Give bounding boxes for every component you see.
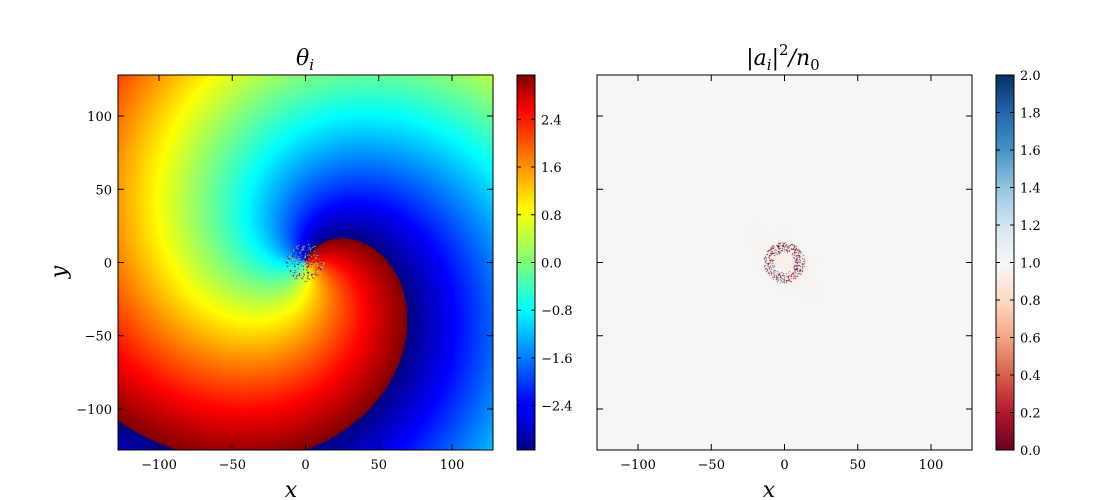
phase-panel: −100 −50 0 50 100 −100 −50 0 50 100 θi x y: [47, 46, 494, 500]
density-colorbar-tick-label: 1.6: [1020, 144, 1041, 159]
density-colorbar-tick-label: 2.0: [1020, 69, 1041, 84]
phase-colorbar: −2.4 −1.6 −0.8 0.0 0.8 1.6 2.4: [516, 74, 573, 451]
phase-y-tick-label: 0: [104, 257, 112, 272]
phase-x-label: x: [285, 478, 298, 500]
phase-title: θi: [296, 46, 314, 74]
density-x-tick-label: 100: [919, 458, 944, 473]
phase-x-tick-label: 50: [370, 458, 387, 473]
phase-colorbar-tick-label: 2.4: [541, 113, 562, 128]
density-colorbar-tick-label: 1.0: [1020, 257, 1041, 272]
density-colorbar-tick-label: 0.4: [1020, 369, 1041, 384]
phase-y-tick-label: −100: [76, 403, 112, 418]
phase-x-tick-label: 100: [440, 458, 465, 473]
phase-y-tick-label: −50: [85, 330, 112, 345]
density-colorbar-tick-label: 0.0: [1020, 444, 1041, 459]
density-x-tick-label: 0: [780, 458, 788, 473]
density-title: |ai|2/n0: [746, 41, 819, 74]
density-x-tick-label: 50: [849, 458, 866, 473]
density-x-tick-label: −100: [620, 458, 656, 473]
phase-colorbar-tick-label: −1.6: [541, 352, 573, 367]
density-x-tick-label: −50: [698, 458, 725, 473]
density-x-label: x: [763, 478, 776, 500]
density-colorbar-tick-label: 1.2: [1020, 219, 1041, 234]
phase-x-tick-label: 0: [301, 458, 309, 473]
phase-y-tick-label: 100: [87, 110, 112, 125]
density-colorbar-tick-label: 0.2: [1020, 407, 1041, 422]
phase-heatmap: [118, 75, 493, 450]
phase-colorbar-tick-label: 0.8: [541, 209, 562, 224]
density-colorbar-tick-label: 1.8: [1020, 107, 1041, 122]
density-panel: −100 −50 0 50 100 |ai|2/n0 x: [596, 41, 973, 500]
density-colorbar-tick-label: 0.8: [1020, 294, 1041, 309]
phase-y-label: y: [47, 265, 72, 279]
phase-colorbar-tick-label: 1.6: [541, 161, 562, 176]
density-heatmap: [597, 75, 972, 450]
phase-x-tick-label: −100: [141, 458, 177, 473]
phase-y-tick-label: 50: [95, 183, 112, 198]
phase-colorbar-tick-label: 0.0: [541, 257, 562, 272]
density-colorbar-tick-label: 1.4: [1020, 182, 1041, 197]
phase-x-tick-label: −50: [219, 458, 246, 473]
phase-colorbar-tick-label: −2.4: [541, 400, 573, 415]
phase-colorbar-tick-label: −0.8: [541, 304, 573, 319]
density-colorbar-tick-label: 0.6: [1020, 332, 1041, 347]
density-colorbar: 0.0 0.2 0.4 0.6 0.8 1.0 1.2 1.4 1.6 1.8 2.0: [995, 69, 1041, 459]
